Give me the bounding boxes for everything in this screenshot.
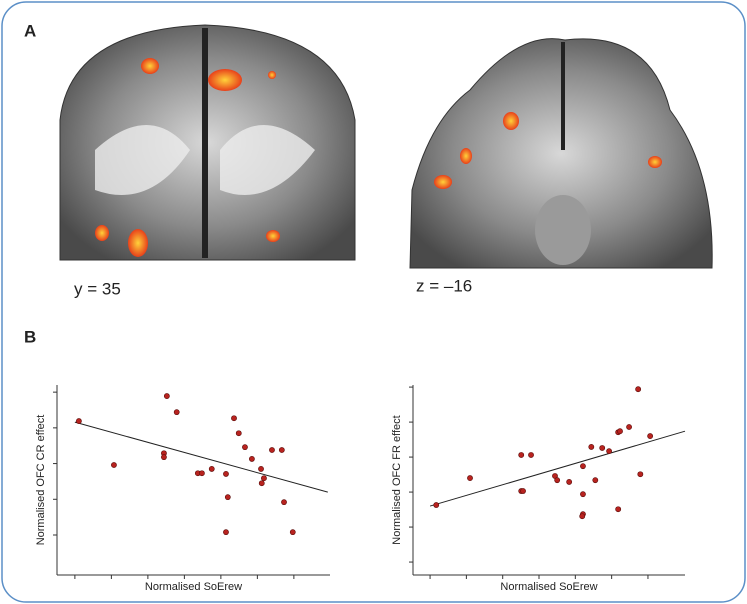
point xyxy=(580,463,586,470)
point xyxy=(606,448,613,455)
x-axis-label: Normalised SoErew xyxy=(500,581,597,593)
point xyxy=(647,433,654,439)
point xyxy=(163,393,170,399)
point xyxy=(258,480,265,487)
coronal-slice xyxy=(59,24,356,261)
point xyxy=(231,415,237,422)
y-axis-label: Normalised OFC CR effect xyxy=(35,415,47,546)
point xyxy=(235,430,242,437)
point xyxy=(224,494,231,501)
x-axis-label: Normalised SoErew xyxy=(145,581,242,593)
slice-label: z = –16 xyxy=(416,276,472,295)
point xyxy=(242,444,248,451)
slice-label: y = 35 xyxy=(74,279,121,298)
point xyxy=(520,488,526,494)
panel-label: A xyxy=(24,21,36,40)
point xyxy=(467,475,473,481)
point xyxy=(161,454,167,461)
point xyxy=(198,470,205,477)
point xyxy=(75,418,82,424)
point xyxy=(258,466,264,472)
point xyxy=(528,452,534,458)
axial-slice xyxy=(409,38,713,269)
point xyxy=(637,471,644,478)
point xyxy=(579,513,586,520)
point xyxy=(261,475,267,482)
point xyxy=(208,466,215,472)
trend-line xyxy=(74,421,328,493)
point xyxy=(566,479,573,485)
point xyxy=(223,471,229,477)
point xyxy=(281,499,287,506)
point xyxy=(588,444,595,450)
point xyxy=(248,456,255,462)
trend-line xyxy=(429,430,686,507)
point xyxy=(433,502,440,508)
point xyxy=(580,491,586,498)
point xyxy=(592,477,599,484)
point xyxy=(289,529,296,536)
point xyxy=(173,409,180,416)
panel-label: B xyxy=(24,327,36,346)
point xyxy=(554,477,561,484)
point xyxy=(635,386,642,393)
point xyxy=(223,529,229,536)
point xyxy=(278,447,285,453)
point xyxy=(111,462,117,468)
y-axis-label: Normalised OFC FR effect xyxy=(391,415,403,544)
point xyxy=(617,428,623,435)
point xyxy=(599,445,606,451)
point xyxy=(269,447,275,453)
point xyxy=(615,506,622,513)
point xyxy=(626,424,632,430)
point xyxy=(518,452,525,458)
